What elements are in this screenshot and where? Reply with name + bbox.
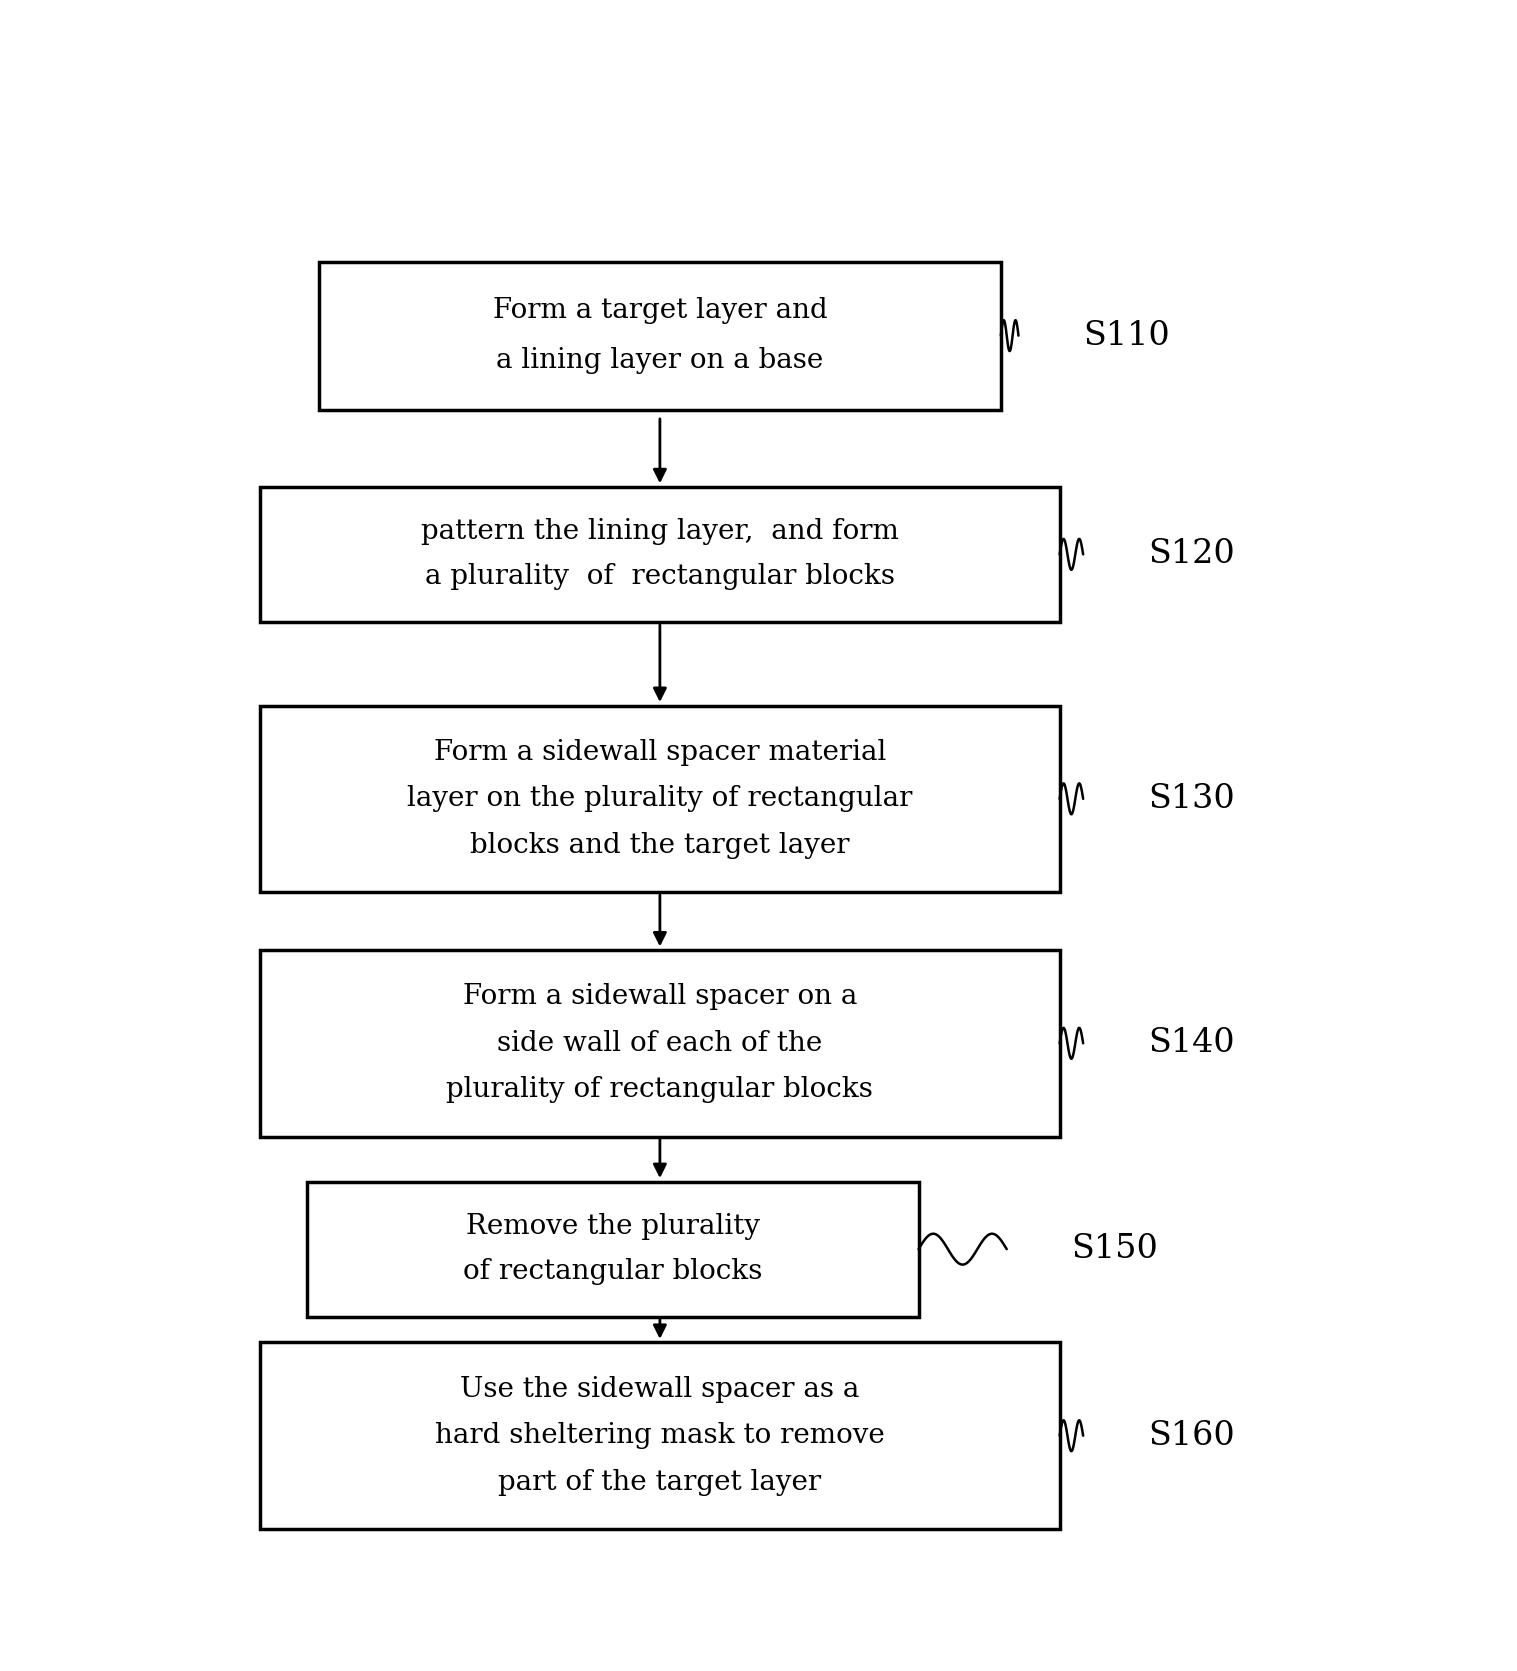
Text: plurality of rectangular blocks: plurality of rectangular blocks xyxy=(446,1076,874,1103)
Text: S130: S130 xyxy=(1148,782,1235,815)
Text: S160: S160 xyxy=(1148,1420,1235,1452)
FancyBboxPatch shape xyxy=(261,705,1059,892)
Text: Form a sidewall spacer on a: Form a sidewall spacer on a xyxy=(463,983,857,1011)
FancyBboxPatch shape xyxy=(261,951,1059,1136)
Text: Use the sidewall spacer as a: Use the sidewall spacer as a xyxy=(460,1375,860,1402)
FancyBboxPatch shape xyxy=(261,1342,1059,1529)
Text: S150: S150 xyxy=(1071,1233,1159,1265)
Text: S110: S110 xyxy=(1083,319,1170,351)
Text: S120: S120 xyxy=(1148,538,1235,570)
FancyBboxPatch shape xyxy=(319,262,1001,409)
Text: of rectangular blocks: of rectangular blocks xyxy=(463,1258,763,1285)
FancyBboxPatch shape xyxy=(261,486,1059,622)
Text: S140: S140 xyxy=(1148,1028,1235,1059)
Text: Remove the plurality: Remove the plurality xyxy=(466,1213,760,1240)
Text: blocks and the target layer: blocks and the target layer xyxy=(470,832,850,859)
Text: layer on the plurality of rectangular: layer on the plurality of rectangular xyxy=(407,785,913,812)
Text: a plurality  of  rectangular blocks: a plurality of rectangular blocks xyxy=(425,563,895,590)
Text: Form a target layer and: Form a target layer and xyxy=(493,297,827,324)
Text: hard sheltering mask to remove: hard sheltering mask to remove xyxy=(435,1422,884,1449)
Text: Form a sidewall spacer material: Form a sidewall spacer material xyxy=(434,739,886,765)
FancyBboxPatch shape xyxy=(306,1181,918,1317)
Text: a lining layer on a base: a lining layer on a base xyxy=(496,348,824,374)
Text: part of the target layer: part of the target layer xyxy=(498,1469,822,1496)
Text: pattern the lining layer,  and form: pattern the lining layer, and form xyxy=(420,518,900,545)
Text: side wall of each of the: side wall of each of the xyxy=(498,1029,822,1056)
